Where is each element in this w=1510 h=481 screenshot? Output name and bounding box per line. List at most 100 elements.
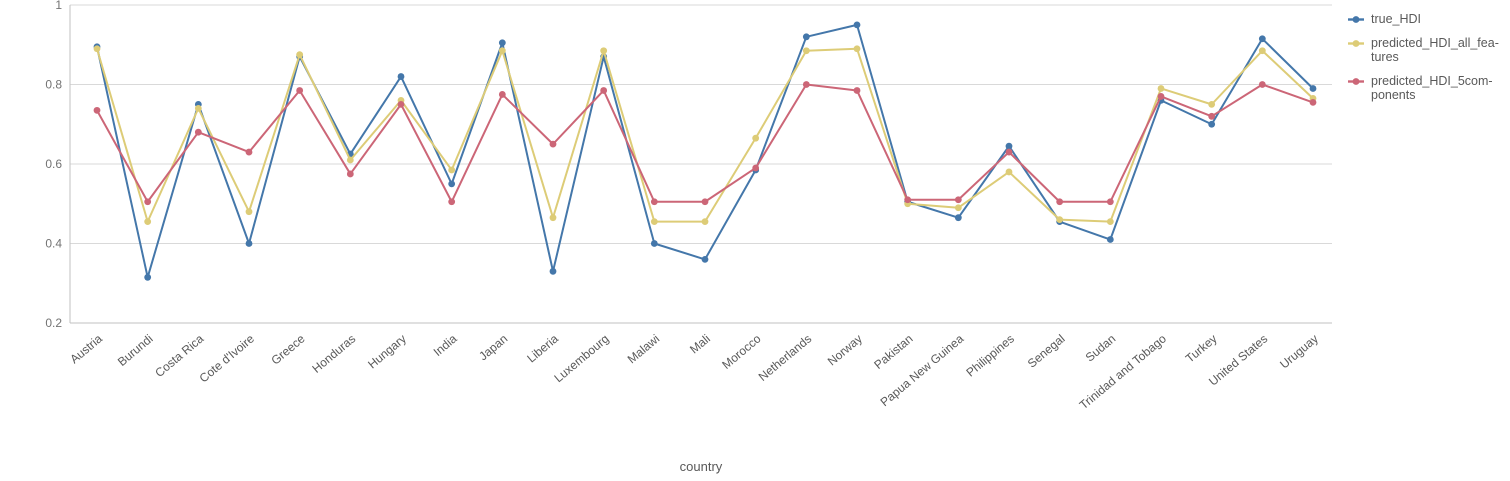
data-point[interactable] <box>802 33 810 41</box>
data-point[interactable] <box>144 218 152 226</box>
series-line-true_HDI <box>96 23 1314 279</box>
data-point[interactable] <box>498 39 506 47</box>
data-point[interactable] <box>549 214 557 222</box>
x-tick-label[interactable]: India <box>431 331 460 359</box>
data-point[interactable] <box>752 134 760 142</box>
x-tick-label[interactable]: Luxembourg <box>551 332 611 386</box>
data-point[interactable] <box>346 170 354 178</box>
x-tick-label[interactable]: Cote d'Ivoire <box>197 331 258 385</box>
data-point[interactable] <box>701 256 709 263</box>
data-point[interactable] <box>448 180 456 188</box>
data-point[interactable] <box>1056 216 1064 224</box>
data-point[interactable] <box>1106 236 1114 243</box>
data-point[interactable] <box>448 198 456 206</box>
data-point[interactable] <box>144 273 152 281</box>
data-point[interactable] <box>1106 198 1114 206</box>
legend-item-predicted-hdi-all-features[interactable]: predicted_HDI_all_fea-tures <box>1348 36 1508 64</box>
data-point[interactable] <box>1309 98 1317 106</box>
legend-marker-dot <box>1352 78 1360 85</box>
data-point[interactable] <box>1056 198 1064 206</box>
data-point[interactable] <box>954 196 962 204</box>
x-tick-label[interactable]: Pakistan <box>871 332 915 372</box>
data-point[interactable] <box>600 47 608 55</box>
legend-item-true-hdi[interactable]: true_HDI <box>1348 12 1508 26</box>
x-tick-label[interactable]: Hungary <box>365 332 409 372</box>
x-tick-label[interactable]: Senegal <box>1025 332 1068 371</box>
x-tick-label[interactable]: Norway <box>825 332 865 369</box>
data-point[interactable] <box>1208 120 1216 128</box>
x-tick-label[interactable]: Malawi <box>625 332 663 367</box>
data-point[interactable] <box>1258 81 1266 88</box>
y-tick-label: 0.2 <box>45 316 62 330</box>
data-point[interactable] <box>802 47 810 55</box>
x-tick-label[interactable]: Japan <box>476 332 510 364</box>
data-point[interactable] <box>194 128 202 136</box>
x-tick-label[interactable]: Netherlands <box>756 332 815 384</box>
x-tick-label[interactable]: Honduras <box>309 332 358 376</box>
data-point[interactable] <box>701 218 709 226</box>
legend-marker-dot <box>1352 40 1360 47</box>
data-point[interactable] <box>93 106 101 114</box>
data-point[interactable] <box>853 21 861 29</box>
data-point[interactable] <box>498 47 506 55</box>
data-point[interactable] <box>853 87 861 94</box>
data-point[interactable] <box>194 104 202 112</box>
data-point[interactable] <box>346 156 354 164</box>
data-point[interactable] <box>296 51 304 59</box>
data-point[interactable] <box>650 198 658 206</box>
data-point[interactable] <box>1106 218 1114 226</box>
data-point[interactable] <box>549 267 557 275</box>
data-point[interactable] <box>93 45 101 53</box>
data-point[interactable] <box>1005 148 1013 156</box>
data-point[interactable] <box>1157 93 1165 100</box>
data-point[interactable] <box>954 214 962 222</box>
data-point[interactable] <box>1005 142 1013 150</box>
data-point[interactable] <box>752 164 760 172</box>
x-tick-label[interactable]: Burundi <box>115 332 156 369</box>
x-tick-label[interactable]: Trinidad and Tobago <box>1077 331 1170 412</box>
data-point[interactable] <box>650 218 658 226</box>
data-point[interactable] <box>549 140 557 148</box>
data-point[interactable] <box>1309 85 1317 92</box>
data-point[interactable] <box>498 91 506 98</box>
data-point[interactable] <box>650 240 658 247</box>
data-point[interactable] <box>802 81 810 88</box>
x-tick-label[interactable]: Philippines <box>963 332 1016 380</box>
data-point[interactable] <box>245 240 253 247</box>
x-tick-label[interactable]: Uruguay <box>1277 332 1321 372</box>
legend-label: true_HDI <box>1371 12 1422 26</box>
data-point[interactable] <box>245 208 253 216</box>
legend-label: predicted_HDI_all_fea-tures <box>1371 36 1499 64</box>
data-point[interactable] <box>1208 112 1216 120</box>
x-tick-label[interactable]: Papua New Guinea <box>878 331 967 409</box>
x-tick-label[interactable]: Sudan <box>1083 332 1119 365</box>
data-point[interactable] <box>296 87 304 94</box>
x-tick-label[interactable]: Mali <box>687 332 713 357</box>
data-point[interactable] <box>904 196 912 204</box>
data-point[interactable] <box>1258 35 1266 43</box>
data-point[interactable] <box>144 198 152 206</box>
y-tick-label: 0.6 <box>45 157 62 171</box>
data-point[interactable] <box>397 100 405 108</box>
data-point[interactable] <box>397 73 405 80</box>
x-tick-label[interactable]: Liberia <box>524 331 561 365</box>
data-point[interactable] <box>1157 85 1165 92</box>
data-point[interactable] <box>954 204 962 212</box>
x-tick-label[interactable]: Greece <box>268 331 307 367</box>
legend-item-predicted-hdi-5components[interactable]: predicted_HDI_5com-ponents <box>1348 74 1508 102</box>
legend-label: predicted_HDI_5com-ponents <box>1371 74 1493 102</box>
data-point[interactable] <box>448 166 456 174</box>
data-point[interactable] <box>853 45 861 53</box>
x-tick-label[interactable]: Turkey <box>1183 332 1220 366</box>
data-point[interactable] <box>1005 168 1013 176</box>
data-point[interactable] <box>600 87 608 94</box>
x-tick-label[interactable]: Morocco <box>719 331 763 372</box>
legend-series-marker-icon <box>1348 78 1364 85</box>
data-point[interactable] <box>1258 47 1266 55</box>
data-point[interactable] <box>701 198 709 206</box>
data-point[interactable] <box>245 148 253 156</box>
x-tick-label[interactable]: Austria <box>67 331 105 366</box>
data-point[interactable] <box>1208 100 1216 108</box>
